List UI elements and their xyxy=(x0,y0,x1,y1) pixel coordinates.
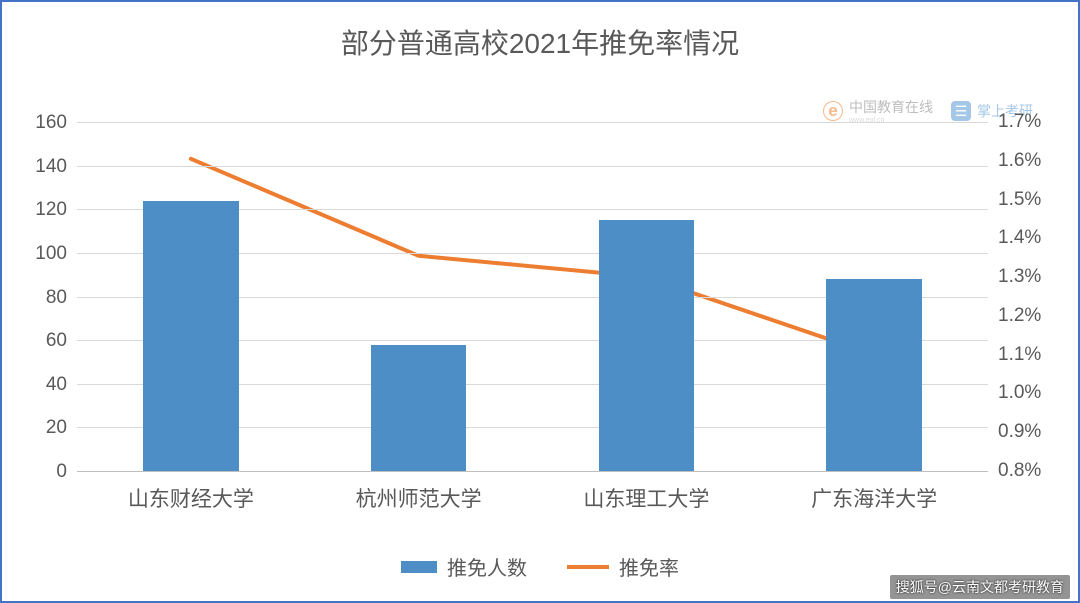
trend-line xyxy=(191,159,874,355)
gridline: 140 xyxy=(77,166,988,167)
y-right-tick-label: 1.7% xyxy=(998,111,1041,133)
bar xyxy=(143,201,239,471)
y-left-tick-label: 100 xyxy=(35,243,67,265)
y-left-tick-label: 140 xyxy=(35,156,67,178)
watermark-eol: e 中国教育在线 www.eol.cn xyxy=(823,97,933,125)
legend-line-swatch xyxy=(567,565,609,569)
x-tick-label: 山东财经大学 xyxy=(128,483,254,513)
y-right-tick-label: 1.6% xyxy=(998,150,1041,172)
x-tick-label: 山东理工大学 xyxy=(583,483,709,513)
bar xyxy=(371,345,467,472)
y-right-tick-label: 0.9% xyxy=(998,421,1041,443)
eol-main: 中国教育在线 xyxy=(849,99,933,115)
y-left-tick-label: 80 xyxy=(46,287,67,309)
y-right-tick-label: 1.0% xyxy=(998,382,1041,404)
y-right-tick-label: 1.4% xyxy=(998,227,1041,249)
y-left-tick-label: 60 xyxy=(46,330,67,352)
legend-item-line: 推免率 xyxy=(567,552,679,581)
legend-line-label: 推免率 xyxy=(619,552,679,581)
y-right-tick-label: 0.8% xyxy=(998,460,1041,482)
plot-area: 0204060801001201401600.8%0.9%1.0%1.1%1.2… xyxy=(77,122,988,471)
y-right-tick-label: 1.2% xyxy=(998,305,1041,327)
legend-item-bars: 推免人数 xyxy=(401,552,527,581)
eol-text: 中国教育在线 www.eol.cn xyxy=(849,97,933,125)
bar xyxy=(599,220,695,471)
gridline: 0 xyxy=(77,471,988,472)
chart-title: 部分普通高校2021年推免率情况 xyxy=(2,2,1078,62)
legend-bar-swatch xyxy=(401,561,437,573)
gridline: 160 xyxy=(77,122,988,123)
y-right-tick-label: 1.3% xyxy=(998,266,1041,288)
y-right-tick-label: 1.5% xyxy=(998,189,1041,211)
y-left-tick-label: 40 xyxy=(46,374,67,396)
legend-bar-label: 推免人数 xyxy=(447,552,527,581)
x-tick-label: 广东海洋大学 xyxy=(811,483,937,513)
x-tick-label: 杭州师范大学 xyxy=(356,483,482,513)
kaoyan-icon: ☰ xyxy=(951,101,971,121)
y-right-tick-label: 1.1% xyxy=(998,344,1041,366)
eol-icon: e xyxy=(823,101,843,121)
y-left-tick-label: 20 xyxy=(46,417,67,439)
y-left-tick-label: 120 xyxy=(35,199,67,221)
footer-credit: 搜狐号@云南文都考研教育 xyxy=(890,575,1070,599)
chart-container: 部分普通高校2021年推免率情况 e 中国教育在线 www.eol.cn ☰ 掌… xyxy=(0,0,1080,603)
y-left-tick-label: 0 xyxy=(56,461,67,483)
bar xyxy=(826,279,922,471)
y-left-tick-label: 160 xyxy=(35,112,67,134)
